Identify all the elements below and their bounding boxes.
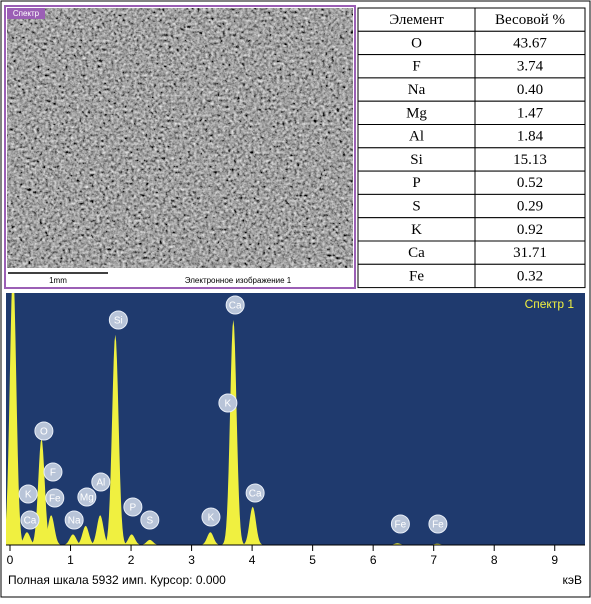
peak	[239, 506, 266, 545]
image-caption: Электронное изображение 1	[185, 276, 292, 285]
peak	[60, 534, 86, 545]
element: Si	[410, 152, 423, 168]
peak	[38, 515, 64, 545]
peak	[87, 515, 113, 545]
peak-label: Ca	[249, 489, 262, 500]
peak-label: Fe	[395, 520, 407, 531]
peak-label: K	[225, 399, 232, 410]
x-tick-label: 1	[67, 553, 74, 567]
peak-marker	[225, 295, 245, 315]
peak-label: Si	[114, 316, 123, 327]
peak	[424, 543, 451, 545]
weight: 31.71	[513, 245, 547, 261]
peak	[28, 438, 55, 545]
weight: 1.84	[517, 129, 544, 145]
footer: Полная шкала 5932 имп. Курсор: 0.000	[8, 573, 226, 587]
weight: 0.52	[517, 175, 543, 191]
peak-marker	[77, 487, 97, 507]
element: S	[412, 198, 420, 214]
x-tick-label: 5	[309, 553, 316, 567]
peak-label: O	[40, 427, 48, 438]
peak-label: Mg	[80, 493, 94, 504]
element: K	[411, 222, 422, 238]
peak-label: Fe	[49, 494, 61, 505]
x-tick-label: 8	[491, 553, 498, 567]
weight: 3.74	[517, 59, 544, 75]
peak-label: Al	[96, 478, 105, 489]
peak	[137, 539, 163, 545]
header: Весовой %	[495, 12, 565, 28]
weight: 0.29	[517, 198, 543, 214]
peak-marker	[34, 421, 54, 441]
weight: 0.40	[517, 82, 543, 98]
peak	[220, 319, 247, 545]
scale-label: 1mm	[49, 276, 67, 285]
peak	[14, 532, 40, 545]
peak-label: F	[50, 468, 56, 479]
x-tick-label: 3	[188, 553, 195, 567]
element: O	[411, 35, 422, 51]
peak-marker	[45, 488, 65, 508]
element: P	[412, 175, 420, 191]
element: Ca	[408, 245, 425, 261]
chart-title: Спектр 1	[525, 297, 575, 311]
image-tag: Спектр	[13, 9, 40, 18]
x-tick-label: 7	[430, 553, 437, 567]
peak-marker	[390, 514, 410, 534]
x-axis-label: кэВ	[562, 573, 582, 587]
x-tick-label: 2	[128, 553, 135, 567]
element: Na	[408, 82, 426, 98]
peak-label: Na	[68, 516, 81, 527]
peak-label: K	[208, 513, 215, 524]
element: F	[412, 59, 420, 75]
element: Mg	[406, 105, 427, 121]
peak-label: S	[146, 516, 153, 527]
peak-marker	[123, 497, 143, 517]
element: Al	[409, 129, 424, 145]
x-tick-label: 6	[370, 553, 377, 567]
peak-marker	[140, 510, 160, 530]
header: Элемент	[389, 12, 444, 28]
peak-marker	[201, 507, 221, 527]
peak-label: Ca	[24, 516, 37, 527]
peak	[197, 532, 224, 545]
sem-texture	[7, 8, 353, 268]
peak-marker	[218, 393, 238, 413]
peak	[6, 293, 26, 545]
peak-marker	[428, 514, 448, 534]
weight: 1.47	[517, 105, 544, 121]
weight: 15.13	[513, 152, 547, 168]
peak	[102, 334, 129, 545]
image-tag-box	[7, 8, 45, 19]
weight: 0.32	[517, 268, 543, 284]
peak-marker	[108, 310, 128, 330]
peak-label: K	[25, 490, 32, 501]
weight: 0.92	[517, 222, 543, 238]
peak-label: Fe	[432, 520, 444, 531]
x-tick-label: 0	[7, 553, 14, 567]
element: Fe	[409, 268, 424, 284]
table: Элемент Весовой % O 43.67 F 3.74 Na 0.40 Mg 1.47 A…	[357, 7, 586, 289]
x-tick-label: 4	[249, 553, 256, 567]
peak	[118, 534, 145, 545]
peak-marker	[20, 510, 40, 530]
x-tick-label: 9	[551, 553, 558, 567]
peak-label: Ca	[229, 301, 242, 312]
peak-marker	[245, 483, 265, 503]
peak-marker	[18, 484, 38, 504]
peak	[72, 525, 99, 545]
peak	[384, 543, 411, 545]
peak-marker	[91, 472, 111, 492]
peak-marker	[43, 462, 63, 482]
peak-label: P	[130, 503, 137, 514]
peak-marker	[64, 510, 84, 530]
table-cell	[474, 263, 586, 289]
weight: 43.67	[513, 35, 547, 51]
plot-area	[6, 293, 585, 545]
